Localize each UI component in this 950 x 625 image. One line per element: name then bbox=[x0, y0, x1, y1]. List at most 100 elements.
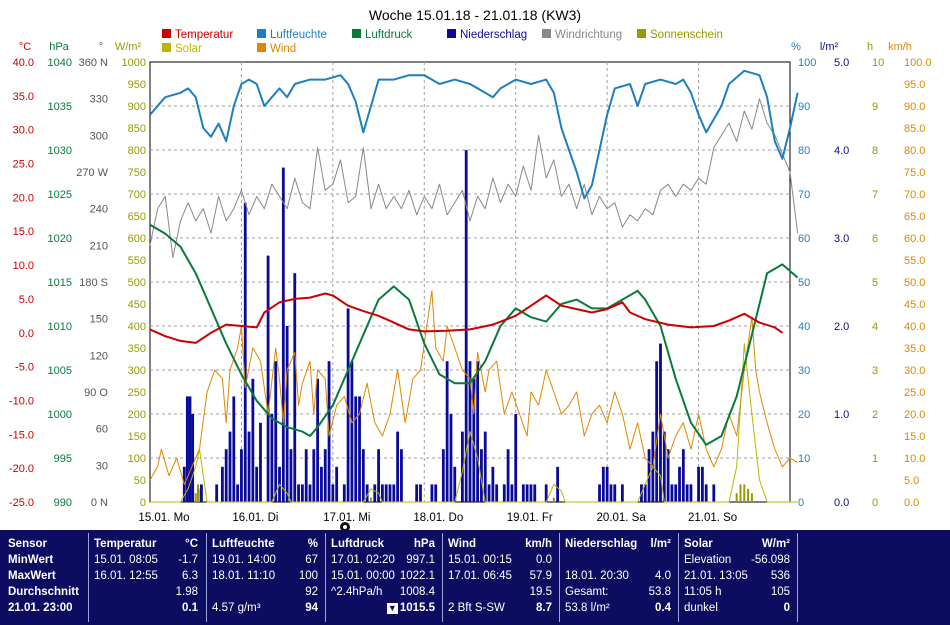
axis-tick-label: 550 bbox=[128, 255, 146, 267]
stats-sensor-row: MinWert bbox=[8, 554, 54, 566]
legend-swatch bbox=[447, 29, 456, 38]
rain-bar bbox=[666, 449, 670, 502]
rain-bar bbox=[377, 449, 380, 502]
press-trend: ^2.4hPa/h bbox=[331, 586, 383, 598]
axis-tick-label: 65.0 bbox=[904, 211, 925, 223]
axis-tick-label: 85.0 bbox=[904, 123, 925, 135]
stats-sensor-header: Sensor bbox=[8, 538, 47, 550]
axis-unit-label: W/m² bbox=[115, 41, 142, 53]
rain-bar bbox=[185, 396, 189, 502]
wind-min: 0.0 bbox=[536, 554, 552, 566]
axis-tick-label: 50 bbox=[798, 277, 810, 289]
rain-bar bbox=[354, 396, 358, 502]
press-max-time: 15.01. 00:00 bbox=[331, 570, 395, 582]
axis-tick-label: 9 bbox=[872, 101, 878, 113]
axis-tick-label: 0 bbox=[872, 497, 878, 509]
scroll-marker-icon[interactable] bbox=[340, 522, 350, 530]
axis-unit-label: °C bbox=[19, 41, 31, 53]
rain-bar bbox=[316, 378, 320, 502]
sunshine-bar bbox=[194, 493, 197, 502]
axis-tick-label: -10.0 bbox=[9, 395, 34, 407]
solar-unit: W/m² bbox=[761, 538, 790, 550]
solar-state: dunkel bbox=[684, 602, 718, 614]
rain-bar bbox=[697, 466, 700, 502]
axis-tick-label: 40.0 bbox=[13, 57, 34, 69]
axis-tick-label: 10 bbox=[872, 57, 884, 69]
axis-tick-label: -20.0 bbox=[9, 463, 34, 475]
axis-unit-label: l/m² bbox=[820, 41, 839, 53]
stats-divider bbox=[88, 533, 89, 622]
rain-bar bbox=[232, 396, 236, 502]
legend-label: Temperatur bbox=[175, 29, 233, 41]
axis-tick-label: 80.0 bbox=[904, 145, 925, 157]
rain-bar bbox=[400, 449, 403, 502]
wind-max-time: 17.01. 06:45 bbox=[448, 570, 512, 582]
x-tick-label: 19.01. Fr bbox=[507, 512, 553, 524]
rain-sum: 53.8 l/m² bbox=[565, 602, 610, 614]
axis-tick-label: 95.0 bbox=[904, 79, 925, 91]
rain-bar bbox=[464, 150, 468, 502]
press-max: 1022.1 bbox=[399, 570, 435, 582]
axis-tick-label: 0 bbox=[140, 497, 146, 509]
chart-title: Woche 15.01.18 - 21.01.18 (KW3) bbox=[369, 7, 581, 23]
stats-col-solar: Solar W/m² Elevation -56.098 21.01. 13:05 5… bbox=[684, 536, 794, 622]
legend-label: Luftdruck bbox=[365, 29, 413, 41]
rain-bar bbox=[247, 431, 251, 502]
pressure-line bbox=[149, 223, 799, 446]
axis-tick-label: 270 W bbox=[76, 167, 108, 179]
hum-max-time: 18.01. 11:10 bbox=[212, 570, 276, 582]
axis-tick-label: -15.0 bbox=[9, 429, 34, 441]
axis-tick-label: 3 bbox=[872, 365, 878, 377]
axis-unit-label: h bbox=[867, 41, 873, 53]
stats-sensor-row: MaxWert bbox=[8, 570, 56, 582]
axis-unit-label: % bbox=[791, 41, 801, 53]
rain-bar bbox=[483, 431, 487, 502]
rain-bar bbox=[274, 361, 278, 502]
axis-tick-label: 900 bbox=[128, 101, 146, 113]
wind-min-time: 15.01. 00:15 bbox=[448, 554, 512, 566]
rain-total-label: Gesamt: bbox=[565, 586, 609, 598]
rain-bar bbox=[373, 484, 377, 502]
rain-bar bbox=[392, 484, 396, 502]
axis-tick-label: 950 bbox=[128, 79, 146, 91]
wind-current: 8.7 bbox=[536, 602, 552, 614]
axis-tick-label: 180 S bbox=[79, 277, 108, 289]
axis-tick-label: 350 bbox=[128, 343, 146, 355]
rain-bar bbox=[365, 484, 369, 502]
rain-bar bbox=[445, 361, 449, 502]
press-current: ▼ 1015.5 bbox=[386, 600, 435, 616]
rain-bar bbox=[388, 484, 392, 502]
axis-tick-label: 90 O bbox=[84, 387, 108, 399]
stats-col-wind: Wind km/h 15.01. 00:15 0.0 17.01. 06:45 57.… bbox=[448, 536, 556, 622]
rain-bar bbox=[259, 422, 262, 502]
press-min: 997.1 bbox=[406, 554, 435, 566]
hum-header: Luftfeuchte bbox=[212, 538, 275, 550]
rain-unit: l/m² bbox=[650, 538, 671, 550]
rain-bar bbox=[476, 361, 480, 502]
press-unit: hPa bbox=[413, 538, 435, 550]
sunshine-bar bbox=[743, 484, 746, 502]
rain-bar bbox=[620, 484, 624, 502]
rain-bar bbox=[228, 431, 232, 502]
rain-bar bbox=[605, 466, 609, 502]
rain-bar bbox=[659, 343, 662, 502]
wind-unit: km/h bbox=[525, 538, 552, 550]
axis-tick-label: 150 bbox=[90, 314, 108, 326]
axis-unit-label: hPa bbox=[49, 41, 69, 53]
rain-bar bbox=[335, 466, 339, 502]
solar-sunhours: 11:05 h bbox=[684, 586, 722, 598]
axis-tick-label: 50 bbox=[134, 475, 146, 487]
axis-tick-label: 0.0 bbox=[904, 497, 919, 509]
rain-bar bbox=[346, 308, 350, 502]
rain-bar bbox=[251, 378, 255, 502]
rain-bar bbox=[191, 414, 195, 502]
axis-tick-label: 5.0 bbox=[904, 475, 919, 487]
wind-header: Wind bbox=[448, 538, 476, 550]
rain-bar bbox=[700, 466, 704, 502]
stats-panel: Sensor MinWert MaxWert Durchschnitt 21.0… bbox=[0, 530, 950, 625]
axis-tick-label: 30.0 bbox=[13, 125, 34, 137]
rain-bar bbox=[331, 484, 335, 502]
hum-min-time: 19.01. 14:00 bbox=[212, 554, 276, 566]
rain-bar bbox=[510, 484, 514, 502]
axis-tick-label: 35.0 bbox=[13, 91, 34, 103]
